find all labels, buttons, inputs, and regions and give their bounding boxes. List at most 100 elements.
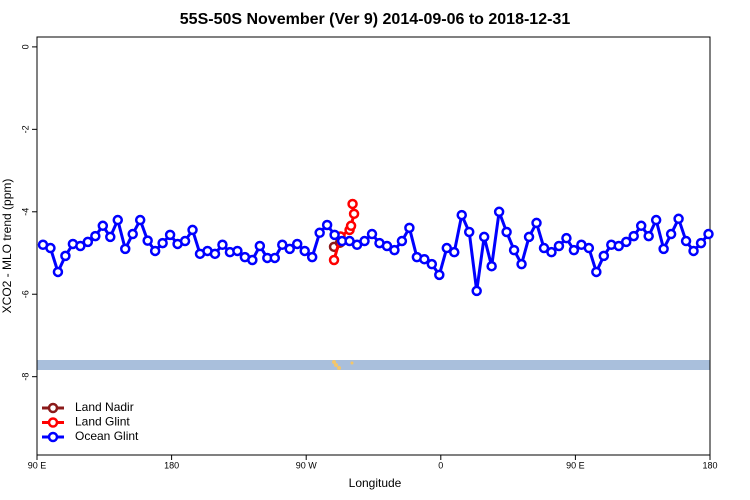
data-point	[164, 229, 176, 241]
plot-frame	[36, 36, 711, 456]
y-tick-label: -4	[20, 208, 30, 216]
data-point	[478, 231, 490, 243]
data-point	[179, 235, 191, 247]
y-axis-label: XCO2 - MLO trend (ppm)	[0, 179, 14, 314]
data-point	[82, 236, 94, 248]
x-tick-label: 90 E	[28, 460, 47, 470]
data-point	[306, 251, 318, 263]
data-point	[553, 240, 565, 252]
data-point	[501, 226, 512, 238]
data-point	[650, 214, 662, 226]
y-tick-label: -8	[20, 373, 30, 381]
data-point	[112, 214, 124, 226]
data-point	[561, 232, 572, 244]
data-point	[568, 244, 580, 256]
data-point	[643, 230, 654, 242]
data-point	[486, 260, 497, 272]
x-tick-label: 90 W	[296, 460, 318, 470]
land-dot	[350, 361, 354, 365]
data-point	[217, 239, 228, 251]
data-point	[119, 243, 131, 255]
data-point	[546, 246, 557, 258]
data-point	[291, 238, 303, 250]
data-point	[434, 269, 445, 281]
data-point	[688, 245, 699, 257]
legend-label: Land Glint	[75, 415, 130, 429]
data-point	[254, 240, 266, 252]
data-point	[97, 220, 109, 232]
data-point	[449, 246, 460, 258]
land-dot	[337, 366, 341, 370]
data-point	[389, 244, 400, 256]
data-point	[531, 217, 542, 229]
legend-label: Land Nadir	[75, 400, 134, 414]
data-point	[538, 242, 550, 254]
legend-marker	[47, 402, 59, 414]
data-point	[345, 220, 357, 232]
data-point	[75, 240, 86, 252]
data-point	[381, 240, 393, 252]
data-point	[665, 228, 677, 240]
data-point	[314, 227, 325, 239]
data-point	[45, 242, 56, 254]
x-tick-label: 180	[702, 460, 717, 470]
data-point	[60, 250, 71, 262]
data-point	[366, 228, 378, 240]
data-point	[441, 242, 453, 254]
data-point	[348, 208, 360, 220]
data-point	[426, 258, 438, 270]
x-tick-label: 180	[164, 460, 179, 470]
data-point	[613, 240, 625, 252]
data-point	[149, 245, 161, 257]
data-point	[396, 235, 408, 247]
data-point	[134, 214, 146, 226]
data-point	[321, 219, 333, 231]
x-tick-label: 0	[438, 460, 443, 470]
data-point	[658, 243, 669, 255]
legend-label: Ocean Glint	[75, 429, 139, 443]
y-tick-label: -6	[20, 290, 30, 298]
x-axis-label: Longitude	[349, 476, 402, 490]
land-mask-band	[37, 360, 710, 370]
data-point	[105, 231, 116, 243]
data-point	[516, 258, 527, 270]
legend-marker	[47, 431, 59, 443]
x-tick-label: 90 E	[566, 460, 585, 470]
data-point	[620, 236, 632, 248]
data-point	[247, 254, 258, 266]
data-point	[404, 222, 415, 234]
data-point	[695, 237, 707, 249]
data-point	[635, 220, 647, 232]
data-point	[673, 213, 684, 225]
data-point	[142, 235, 153, 246]
data-point	[598, 250, 610, 262]
data-point	[269, 252, 281, 264]
legend-marker	[47, 417, 59, 428]
data-point	[329, 229, 340, 241]
data-point	[127, 228, 138, 240]
chart-title: 55S-50S November (Ver 9) 2014-09-06 to 2…	[180, 11, 571, 28]
data-point	[628, 230, 639, 242]
data-point	[419, 253, 430, 265]
data-point	[277, 239, 288, 251]
data-point	[232, 245, 243, 257]
data-point	[187, 224, 198, 236]
data-point	[209, 248, 221, 260]
data-point	[299, 245, 310, 257]
data-point	[359, 235, 370, 247]
data-point	[157, 237, 168, 249]
data-point	[703, 228, 714, 240]
data-point	[90, 230, 101, 242]
data-point	[347, 198, 358, 210]
land-dot	[334, 363, 338, 367]
data-point	[284, 243, 295, 255]
y-tick-label: 0	[20, 44, 30, 49]
data-point	[328, 254, 340, 266]
data-point	[456, 209, 467, 221]
data-point	[523, 231, 535, 243]
data-point	[680, 235, 692, 247]
data-point	[463, 226, 475, 238]
land-dot	[332, 360, 336, 364]
y-tick-label: -2	[20, 125, 30, 133]
